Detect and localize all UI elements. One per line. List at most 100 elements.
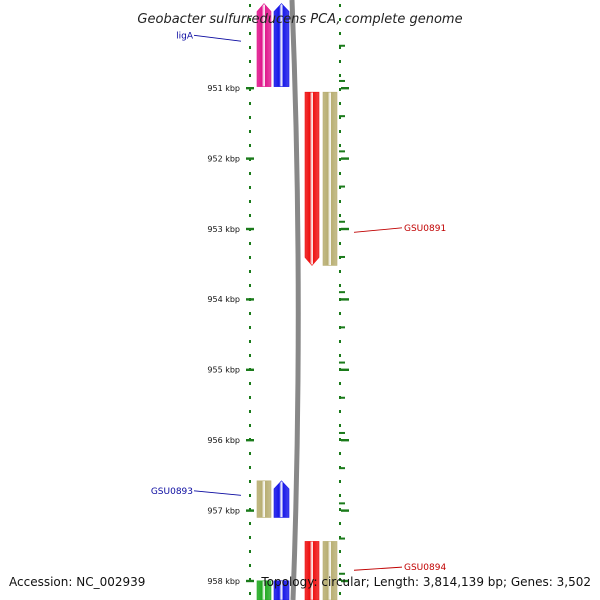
- left-rail-dot: [249, 494, 251, 497]
- axis-tick-label: 954 kbp: [207, 295, 240, 304]
- left-rail-dot: [249, 60, 251, 63]
- left-rail-dot: [249, 564, 251, 567]
- gene-label[interactable]: GSU0894: [404, 563, 446, 573]
- axis-tick-label: 955 kbp: [207, 366, 240, 375]
- right-rail-dot: [339, 102, 341, 105]
- gene-feature-blue[interactable]: [273, 580, 290, 600]
- axis-tick-mark: [246, 227, 254, 231]
- gene-feature-green[interactable]: [256, 580, 272, 600]
- left-rail-dot: [249, 172, 251, 175]
- right-rail-dot: [339, 550, 341, 553]
- right-rail-dot: [339, 214, 341, 217]
- right-rail-dot: [339, 410, 341, 413]
- left-rail-dot: [249, 424, 251, 427]
- right-rail-dot: [339, 284, 341, 287]
- left-rail-dot: [249, 270, 251, 273]
- right-rail-dot: [339, 312, 341, 315]
- gene-feature-khaki[interactable]: [322, 91, 338, 266]
- right-rail-dot: [339, 60, 341, 63]
- gene-feature-blue[interactable]: [273, 480, 290, 518]
- right-rail-tick: [339, 255, 345, 258]
- left-rail-dot: [249, 88, 251, 91]
- axis-tick-label: 951 kbp: [207, 84, 240, 93]
- right-rail-dot: [339, 522, 341, 525]
- right-rail-dot: [339, 200, 341, 203]
- gene-feature-blue[interactable]: [273, 3, 290, 87]
- left-rail-dot: [249, 4, 251, 7]
- left-rail-dot: [249, 536, 251, 539]
- axis-tick-label: 953 kbp: [207, 225, 240, 234]
- right-rail-dot: [339, 32, 341, 35]
- gene-feature-red[interactable]: [304, 541, 320, 600]
- genome-backbone: [289, 0, 301, 600]
- gene-label[interactable]: GSU0891: [404, 224, 446, 234]
- axis-tick-mark-right: [341, 579, 349, 583]
- left-rail-dot: [249, 340, 251, 343]
- left-rail-dot: [249, 592, 251, 595]
- gene-label[interactable]: GSU0893: [151, 487, 193, 497]
- right-rail-dot: [339, 536, 341, 539]
- right-rail-tick: [339, 431, 345, 434]
- right-rail-dot: [339, 242, 341, 245]
- left-rail-dot: [249, 480, 251, 483]
- left-rail-dot: [249, 46, 251, 49]
- left-rail-dot: [249, 102, 251, 105]
- axis-tick-mark: [246, 157, 254, 160]
- gene-label-leader: [353, 566, 403, 571]
- right-rail-dot: [339, 354, 341, 357]
- left-rail-dot: [249, 18, 251, 21]
- axis-tick-mark: [246, 579, 254, 583]
- axis-tick-mark: [246, 87, 254, 90]
- gene-label-leader: [193, 34, 242, 42]
- right-rail-dot: [339, 452, 341, 455]
- left-rail-dot: [249, 74, 251, 77]
- axis-tick-label: 957 kbp: [207, 506, 240, 515]
- axis-tick-mark: [246, 298, 254, 301]
- right-rail-dot: [339, 270, 341, 273]
- gene-label[interactable]: ligA: [176, 31, 194, 41]
- gene-feature-khaki[interactable]: [256, 480, 272, 518]
- gene-feature-red[interactable]: [304, 91, 320, 266]
- left-rail-dot: [249, 144, 251, 147]
- right-rail-dot: [339, 4, 341, 7]
- axis-tick-label: 952 kbp: [207, 154, 240, 163]
- right-rail-dot: [339, 480, 341, 483]
- axis-tick-mark-right: [341, 298, 349, 301]
- right-rail-dot: [339, 228, 341, 231]
- right-rail-tick: [339, 361, 345, 364]
- axis-tick-label: 958 kbp: [207, 577, 240, 586]
- right-rail-tick: [339, 467, 345, 470]
- right-rail-dot: [339, 74, 341, 77]
- left-rail-dot: [249, 354, 251, 357]
- right-rail-dot: [339, 340, 341, 343]
- axis-tick-mark-right: [341, 157, 349, 160]
- left-rail-dot: [249, 116, 251, 119]
- gene-feature-khaki[interactable]: [322, 541, 338, 600]
- axis-tick-mark: [246, 439, 254, 442]
- right-rail-dot: [339, 130, 341, 133]
- left-rail-dot: [249, 284, 251, 287]
- label-layer: ligA GSU0891 GSU0893 GSU0894: [151, 31, 447, 573]
- feature-layer: [256, 3, 338, 600]
- left-rail-dot: [249, 326, 251, 329]
- left-rail-dot: [249, 550, 251, 553]
- left-rail-dot: [249, 256, 251, 259]
- axis-tick-label: 956 kbp: [207, 436, 240, 445]
- right-rail-tick: [339, 502, 345, 505]
- left-rail-dot: [249, 410, 251, 413]
- axis-tick-mark: [246, 509, 254, 512]
- gene-label-leader: [193, 490, 242, 496]
- right-rail-tick: [339, 185, 345, 188]
- right-rail-dot: [339, 88, 341, 91]
- left-rail-dot: [249, 32, 251, 35]
- right-rail-dot: [339, 494, 341, 497]
- gene-label-leader: [353, 227, 403, 233]
- right-rail-dot: [339, 172, 341, 175]
- right-rail-tick: [339, 326, 345, 329]
- axis-tick-mark-right: [341, 227, 349, 231]
- gene-feature-magenta[interactable]: [256, 3, 272, 87]
- right-rail-dot: [339, 368, 341, 371]
- right-rail-tick: [339, 572, 345, 575]
- right-rail-dot: [339, 578, 341, 581]
- right-rail-dot: [339, 382, 341, 385]
